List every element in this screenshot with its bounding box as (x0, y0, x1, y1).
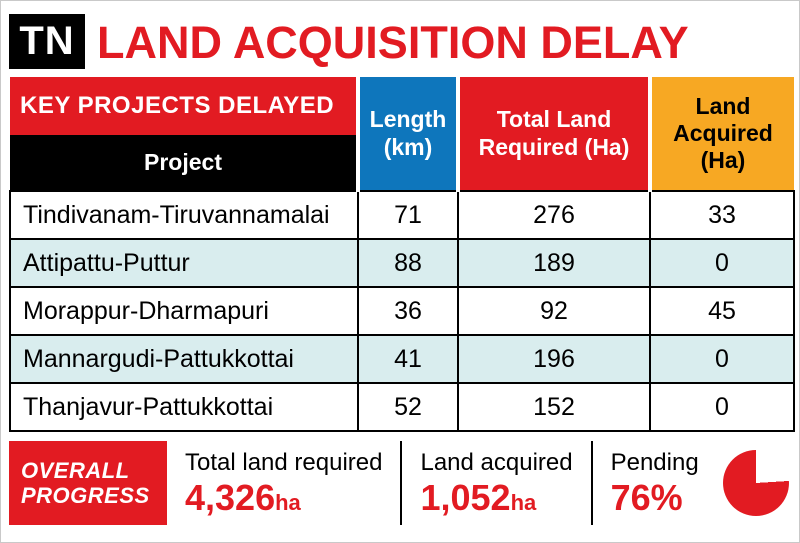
stat-number: 4,326 (185, 476, 276, 518)
land-acquired-cell: 45 (649, 286, 795, 336)
table-row: Morappur-Dharmapuri 36 92 45 (9, 286, 795, 336)
project-header-label: Project (10, 135, 356, 190)
table-row: Thanjavur-Pattukkottai 52 152 0 (9, 382, 795, 432)
section-title: KEY PROJECTS DELAYED (10, 77, 356, 135)
overall-progress-line2: PROGRESS (21, 483, 150, 508)
table-row: Attipattu-Puttur 88 189 0 (9, 238, 795, 288)
total-land-cell: 196 (457, 334, 651, 384)
length-cell: 52 (357, 382, 459, 432)
stat-label: Total land required (185, 449, 383, 477)
stat-label: Pending (610, 449, 699, 477)
length-cell: 41 (357, 334, 459, 384)
table-header-row: KEY PROJECTS DELAYED Project Length (km)… (10, 77, 794, 191)
stat-unit: ha (510, 489, 537, 515)
stat-value: 76% (610, 476, 699, 518)
length-column-header: Length (km) (356, 77, 458, 191)
land-acquired-cell: 0 (649, 334, 795, 384)
stat-total-land-required: Total land required 4,326ha (167, 441, 400, 525)
overall-progress-line1: OVERALL (21, 457, 130, 483)
land-acquired-column-header: Land Acquired (Ha) (648, 77, 794, 191)
length-cell: 88 (357, 238, 459, 288)
stat-number: 76% (610, 476, 683, 518)
total-land-cell: 189 (457, 238, 651, 288)
land-acquired-cell: 0 (649, 238, 795, 288)
masthead: TN LAND ACQUISITION DELAY (1, 1, 799, 77)
project-cell: Thanjavur-Pattukkottai (9, 382, 359, 432)
land-acquired-cell: 0 (649, 382, 795, 432)
stat-pending: Pending 76% (590, 441, 717, 525)
stat-land-acquired: Land acquired 1,052ha (400, 441, 590, 525)
project-cell: Mannargudi-Pattukkottai (9, 334, 359, 384)
project-cell: Morappur-Dharmapuri (9, 286, 359, 336)
stat-value: 4,326ha (185, 476, 382, 518)
pending-pie-chart (722, 450, 789, 516)
total-land-cell: 92 (457, 286, 651, 336)
total-land-column-header: Total Land Required (Ha) (456, 77, 650, 191)
length-cell: 71 (357, 190, 459, 240)
land-acquired-cell: 33 (649, 190, 795, 240)
stat-unit: ha (275, 489, 301, 515)
table-row: Mannargudi-Pattukkottai 41 196 0 (9, 334, 795, 384)
table-row: Tindivanam-Tiruvannamalai 71 276 33 (9, 190, 795, 240)
total-land-cell: 276 (457, 190, 651, 240)
masthead-tag: TN (9, 13, 85, 69)
length-cell: 36 (357, 286, 459, 336)
page-title: LAND ACQUISITION DELAY (97, 16, 689, 68)
stat-value: 1,052ha (420, 476, 572, 518)
stat-label: Land acquired (420, 449, 573, 477)
project-cell: Attipattu-Puttur (9, 238, 359, 288)
overall-progress-label: OVERALL PROGRESS (9, 441, 167, 525)
projects-table: KEY PROJECTS DELAYED Project Length (km)… (9, 77, 795, 432)
overall-progress-bar: OVERALL PROGRESS Total land required 4,3… (9, 441, 791, 525)
stat-number: 1,052 (420, 476, 511, 518)
project-cell: Tindivanam-Tiruvannamalai (9, 190, 359, 240)
total-land-cell: 152 (457, 382, 651, 432)
project-column-header: KEY PROJECTS DELAYED Project (10, 77, 358, 191)
